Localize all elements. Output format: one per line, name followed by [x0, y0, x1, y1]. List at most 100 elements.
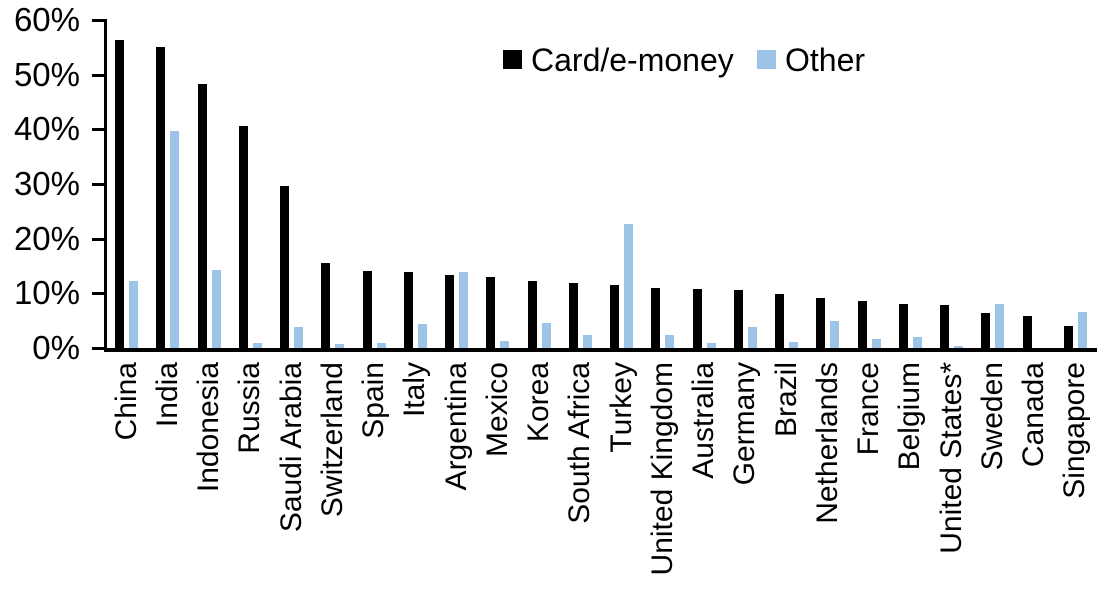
- x-axis-label-russia: Russia: [233, 362, 267, 454]
- bar-group-south-africa: [560, 20, 601, 348]
- bar-group-spain: [354, 20, 395, 348]
- bar-group-india: [147, 20, 188, 348]
- x-axis-label-switzerland: Switzerland: [315, 362, 349, 518]
- y-axis-tick-label-30: 30%: [13, 164, 80, 202]
- y-axis-tick-label-50: 50%: [13, 55, 80, 93]
- x-axis-label-indonesia: Indonesia: [192, 362, 226, 493]
- bar-other-sweden: [995, 304, 1005, 348]
- x-axis-label-netherlands: Netherlands: [810, 362, 844, 524]
- bar-group-turkey: [601, 20, 642, 348]
- bar-other-turkey: [624, 224, 634, 348]
- bar-other-switzerland: [335, 344, 345, 348]
- bar-group-italy: [395, 20, 436, 348]
- x-axis-line: [104, 348, 1097, 352]
- bar-group-sweden: [972, 20, 1013, 348]
- bar-other-china: [129, 281, 139, 348]
- bar-group-singapore: [1055, 20, 1096, 348]
- y-axis-tick-0: [92, 347, 104, 350]
- bar-card-e-money-mexico: [486, 277, 496, 348]
- x-axis-label-spain: Spain: [357, 362, 391, 439]
- bar-group-germany: [725, 20, 766, 348]
- bar-card-e-money-sweden: [981, 313, 991, 348]
- legend-swatch-other: [757, 50, 776, 69]
- bar-group-united-states: [931, 20, 972, 348]
- x-axis-label-germany: Germany: [728, 362, 762, 486]
- bar-group-mexico: [477, 20, 518, 348]
- bar-group-netherlands: [807, 20, 848, 348]
- y-axis-tick-label-20: 20%: [13, 219, 80, 257]
- bar-card-e-money-argentina: [445, 275, 455, 348]
- y-axis-tick-20: [92, 237, 104, 241]
- bar-other-france: [871, 339, 881, 348]
- x-axis-label-china: China: [109, 362, 143, 441]
- x-axis-label-south-africa: South Africa: [563, 362, 597, 524]
- bar-other-argentina: [459, 271, 469, 348]
- x-axis-label-mexico: Mexico: [480, 362, 514, 458]
- x-axis-label-turkey: Turkey: [604, 362, 638, 453]
- bar-card-e-money-australia: [692, 288, 702, 348]
- x-axis-label-italy: Italy: [398, 362, 432, 418]
- y-axis-tick-60: [92, 18, 104, 22]
- legend-label-card-e-money: Card/e-money: [531, 42, 734, 78]
- y-axis-tick-40: [92, 128, 104, 132]
- bar-group-france: [849, 20, 890, 348]
- y-axis-line: [104, 19, 107, 352]
- x-axis-label-india: India: [150, 362, 184, 428]
- y-axis-tick-50: [92, 73, 104, 77]
- x-axis-label-korea: Korea: [522, 362, 556, 443]
- bar-card-e-money-indonesia: [197, 83, 207, 348]
- x-axis-label-brazil: Brazil: [769, 362, 803, 438]
- bar-group-argentina: [436, 20, 477, 348]
- bar-group-belgium: [890, 20, 931, 348]
- bar-other-mexico: [500, 340, 510, 348]
- bar-card-e-money-saudi-arabia: [280, 185, 290, 348]
- bar-group-indonesia: [189, 20, 230, 348]
- bar-card-e-money-singapore: [1063, 326, 1073, 348]
- bar-group-united-kingdom: [642, 20, 683, 348]
- y-axis-tick-10: [92, 292, 104, 296]
- bar-card-e-money-italy: [403, 271, 413, 348]
- bar-other-brazil: [789, 341, 799, 348]
- bar-other-india: [170, 130, 180, 348]
- y-axis-tick-label-40: 40%: [13, 110, 80, 148]
- bar-card-e-money-russia: [238, 125, 248, 348]
- x-axis-label-united-kingdom: United Kingdom: [645, 362, 679, 576]
- bar-other-belgium: [912, 336, 922, 348]
- bar-card-e-money-korea: [527, 280, 537, 348]
- bar-card-e-money-turkey: [610, 284, 620, 348]
- x-axis-label-saudi-arabia: Saudi Arabia: [274, 362, 308, 533]
- bar-group-australia: [684, 20, 725, 348]
- bar-card-e-money-switzerland: [321, 263, 331, 348]
- bar-group-brazil: [766, 20, 807, 348]
- bar-other-saudi-arabia: [294, 327, 304, 348]
- bar-card-e-money-spain: [362, 270, 372, 348]
- x-axis-label-united-states: United States*: [934, 362, 968, 554]
- legend-swatch-card-e-money: [503, 50, 522, 69]
- y-axis-tick-30: [92, 182, 104, 186]
- x-axis-label-argentina: Argentina: [439, 362, 473, 491]
- bar-card-e-money-india: [156, 47, 166, 348]
- x-axis-label-canada: Canada: [1017, 362, 1051, 468]
- bar-other-indonesia: [211, 269, 221, 348]
- bar-other-south-africa: [582, 334, 592, 348]
- legend-label-other: Other: [785, 42, 866, 78]
- bar-card-e-money-united-kingdom: [651, 287, 661, 348]
- y-axis-tick-label-10: 10%: [13, 274, 80, 312]
- bar-card-e-money-france: [857, 300, 867, 348]
- bar-other-singapore: [1077, 311, 1087, 348]
- x-axis-label-singapore: Singapore: [1058, 362, 1092, 499]
- bar-card-e-money-brazil: [775, 293, 785, 348]
- bar-card-e-money-china: [115, 39, 125, 348]
- bar-card-e-money-netherlands: [816, 297, 826, 348]
- bar-other-australia: [706, 342, 716, 348]
- x-axis-label-australia: Australia: [687, 362, 721, 479]
- bar-group-china: [106, 20, 147, 348]
- y-axis-tick-label-0: 0%: [32, 329, 80, 366]
- x-axis-label-france: France: [852, 362, 886, 456]
- bar-other-russia: [252, 342, 262, 348]
- bar-card-e-money-united-states: [940, 305, 950, 348]
- x-axis-label-sweden: Sweden: [975, 362, 1009, 471]
- bar-group-switzerland: [312, 20, 353, 348]
- bar-other-united-kingdom: [665, 334, 675, 348]
